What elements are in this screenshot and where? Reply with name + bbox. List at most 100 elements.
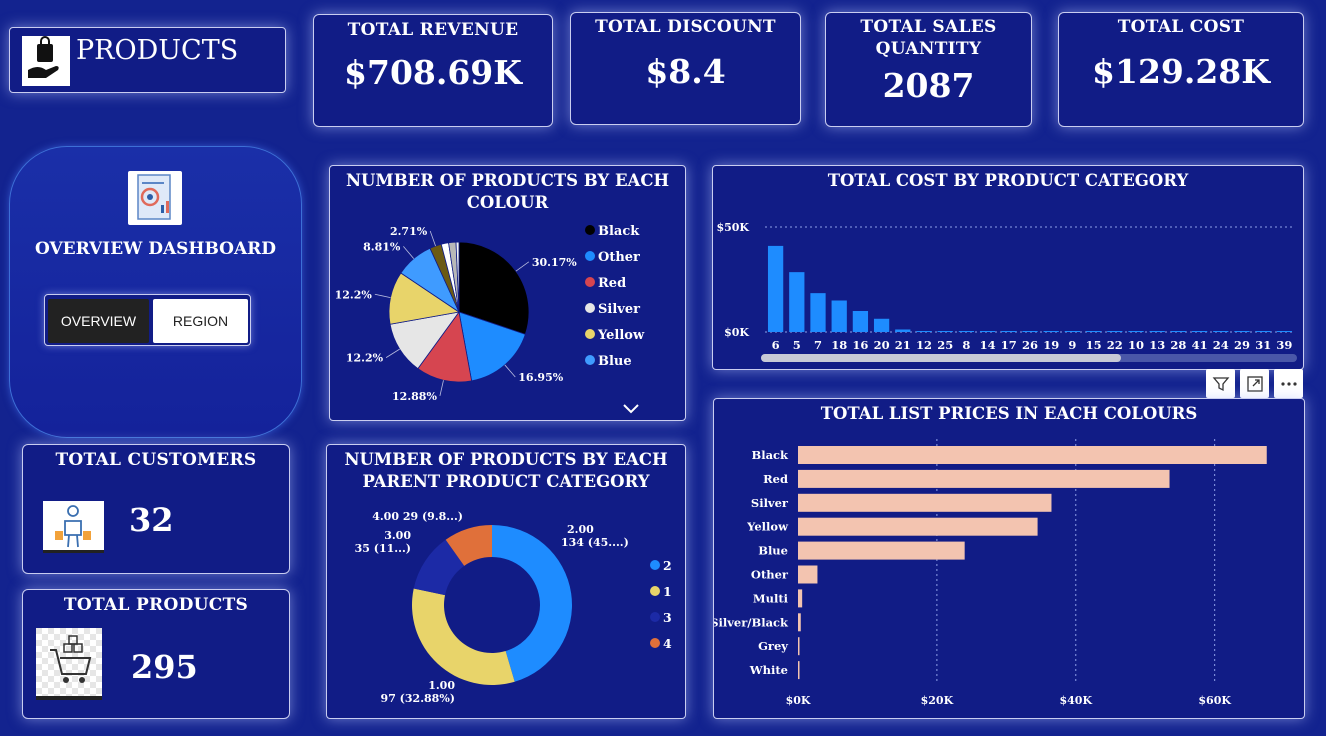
kpi-total-products: TOTAL PRODUCTS 295 [22,589,290,719]
kpi-value: 32 [129,501,174,539]
legend-marker [585,329,595,339]
kpi-value: $708.69K [344,53,522,92]
donut-data-label: 97 (32.88%) [381,692,455,705]
kpi-label: TOTAL REVENUE [347,20,519,40]
y-tick-label: Multi [753,591,789,605]
y-tick-label: $0K [724,326,749,339]
x-tick-label: 17 [1001,338,1017,352]
pie-slice [458,241,530,335]
y-tick-label: Grey [758,639,788,653]
bar [831,300,847,332]
donut-data-label: 3.00 [384,529,411,542]
chart-title: NUMBER OF PRODUCTS BY EACH PARENT PRODUC… [344,450,668,491]
kpi-label: TOTAL CUSTOMERS [55,450,257,470]
y-tick-label: Blue [758,544,788,558]
x-tick-label: 28 [1170,338,1186,352]
pie-data-label: 12.2% [346,352,384,365]
legend-marker [650,560,660,570]
filter-icon[interactable] [1206,369,1235,398]
focus-mode-icon[interactable] [1240,369,1269,398]
x-tick-label: $20K [921,694,954,707]
legend-label: Blue [598,354,632,369]
kpi-value: $129.28K [1092,52,1270,91]
region-button[interactable]: REGION [153,299,248,343]
bar [1234,331,1250,332]
bar [789,272,805,332]
bar [798,517,1038,536]
donut-data-label: 1.00 [428,679,455,692]
y-tick-label: Other [751,568,789,582]
bar [979,331,996,332]
x-tick-label: 8 [962,338,970,352]
cost-by-category-chart[interactable]: $50K $0K 6 5 7 18 16 20 21 12 25 8 14 17 26 19 9 15 22 10 13… [713,166,1305,371]
y-tick-label: Silver/Black [714,615,789,629]
x-tick-label: 5 [793,338,801,352]
bar [798,493,1052,512]
bar [937,331,953,332]
x-tick-label: 21 [895,338,911,352]
bar [798,446,1267,464]
list-price-bar-card: TOTAL LIST PRICES IN EACH COLOURS $0K $20… [713,398,1305,719]
overview-nav-card: OVERVIEW DASHBOARD OVERVIEW REGION [9,146,302,438]
donut-segment [413,539,465,596]
x-tick-label: 24 [1213,338,1229,352]
x-tick-label: 12 [916,338,932,352]
bar [873,318,890,332]
bar [852,311,869,332]
legend-marker [650,612,660,622]
x-tick-label: 26 [1022,338,1038,352]
x-tick-label: 16 [852,338,868,352]
y-tick-label: White [749,663,788,677]
colour-pie-card: NUMBER OF PRODUCTS BY EACH COLOUR 30.17%… [329,165,686,421]
scrollbar-thumb[interactable] [761,354,1121,362]
bar [1255,331,1271,332]
legend-label: Silver [598,302,640,317]
legend-marker [585,225,595,235]
bar [767,245,784,332]
y-tick-label: Black [751,448,789,462]
pie-leader-line [439,380,444,396]
legend-marker [585,303,595,313]
kpi-total-discount: TOTAL DISCOUNT $8.4 [570,12,801,125]
kpi-total-revenue: TOTAL REVENUE $708.69K [313,14,553,127]
legend-marker [585,277,595,287]
bar [810,293,826,332]
nav-title: OVERVIEW DASHBOARD [34,239,277,259]
colour-pie-chart[interactable]: 30.17% 16.95% 12.88% 12.2% 12.2% 8.81% 2.71% Bl… [330,166,687,422]
pie-data-label: 12.2% [335,288,373,301]
bar [1128,331,1144,332]
kpi-label: TOTAL DISCOUNT [595,17,776,37]
kpi-value: $8.4 [645,52,726,91]
pie-leader-line [515,261,530,272]
bar [1064,331,1081,332]
bar [916,331,932,332]
x-tick-label: 13 [1149,338,1165,352]
more-options-icon[interactable] [1274,369,1303,398]
list-price-by-colour-chart[interactable]: $0K $20K $40K $60K Black Red Silver Yellow Blue O… [714,399,1306,720]
products-header-card: PRODUCTS [9,27,286,93]
x-tick-label: 18 [831,338,847,352]
legend-label: Other [598,250,640,265]
chart-title: NUMBER OF PRODUCTS BY EACH COLOUR [345,171,670,212]
legend-label: 4 [663,636,672,651]
pie-data-label: 16.95% [518,371,563,384]
cost-bar-card: TOTAL COST BY PRODUCT CATEGORY $50K $0K 6 5… [712,165,1304,370]
bar [798,565,818,584]
legend-label: Black [598,224,640,239]
y-tick-label: Yellow [746,520,789,534]
pie-slice [417,311,473,383]
overview-button[interactable]: OVERVIEW [48,299,149,343]
bar [798,589,803,608]
x-tick-label: 15 [1086,338,1102,352]
pie-data-label: 30.17% [532,256,577,269]
x-tick-label: 39 [1276,338,1292,352]
pie-data-label: 2.71% [390,225,428,238]
pie-data-label: 8.81% [363,240,401,253]
donut-data-label: 2.00 [567,523,594,536]
kpi-value: 2087 [882,66,975,105]
dashboard-report-icon [128,171,182,225]
bar [1001,331,1017,332]
legend-scroll-down-icon[interactable] [622,400,640,414]
pie-slice [458,311,526,382]
